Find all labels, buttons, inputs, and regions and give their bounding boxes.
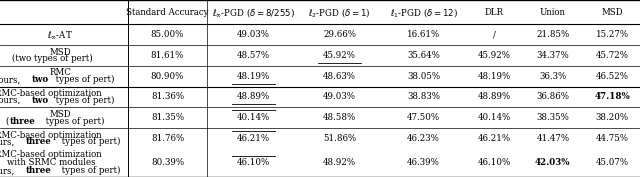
Text: 40.14%: 40.14%	[477, 113, 511, 122]
Text: 81.36%: 81.36%	[151, 92, 184, 101]
Text: 46.21%: 46.21%	[477, 134, 511, 143]
Text: (ours,: (ours,	[0, 137, 17, 146]
Text: 41.47%: 41.47%	[536, 134, 570, 143]
Text: with SRMC modules: with SRMC modules	[6, 158, 95, 167]
Text: MSD: MSD	[602, 8, 623, 17]
Text: 49.03%: 49.03%	[237, 30, 269, 39]
Text: two: two	[31, 75, 49, 84]
Text: 45.07%: 45.07%	[596, 158, 628, 167]
Text: (ours,: (ours,	[0, 96, 23, 105]
Text: RMC-based optimization: RMC-based optimization	[0, 131, 102, 140]
Text: 42.03%: 42.03%	[535, 158, 571, 167]
Text: three: three	[26, 166, 51, 175]
Text: two: two	[31, 96, 49, 105]
Text: types of pert): types of pert)	[59, 166, 120, 175]
Text: (two types of pert): (two types of pert)	[12, 54, 93, 63]
Text: types of pert): types of pert)	[53, 96, 115, 105]
Text: (ours,: (ours,	[0, 75, 23, 84]
Text: $\ell_1$-PGD ($\delta = 12$): $\ell_1$-PGD ($\delta = 12$)	[390, 6, 458, 19]
Text: MSD: MSD	[50, 110, 72, 119]
Text: 47.18%: 47.18%	[595, 92, 630, 101]
Text: Union: Union	[540, 8, 566, 17]
Text: 45.92%: 45.92%	[478, 51, 511, 60]
Text: 48.63%: 48.63%	[323, 72, 356, 81]
Text: 80.39%: 80.39%	[151, 158, 184, 167]
Text: $\ell_\infty$-AT: $\ell_\infty$-AT	[47, 29, 73, 41]
Text: types of pert): types of pert)	[59, 137, 120, 146]
Text: 47.50%: 47.50%	[407, 113, 440, 122]
Text: 40.14%: 40.14%	[237, 113, 270, 122]
Text: 16.61%: 16.61%	[407, 30, 440, 39]
Text: three: three	[10, 116, 35, 125]
Text: three: three	[26, 137, 51, 146]
Text: /: /	[493, 30, 496, 39]
Text: RMC-based optimization: RMC-based optimization	[0, 89, 102, 98]
Text: MSD: MSD	[50, 48, 72, 57]
Text: 48.89%: 48.89%	[237, 92, 270, 101]
Text: 48.58%: 48.58%	[323, 113, 356, 122]
Text: (: (	[5, 116, 9, 125]
Text: 46.10%: 46.10%	[477, 158, 511, 167]
Text: 35.64%: 35.64%	[407, 51, 440, 60]
Text: 46.23%: 46.23%	[407, 134, 440, 143]
Text: 36.3%: 36.3%	[540, 72, 566, 81]
Text: 48.92%: 48.92%	[323, 158, 356, 167]
Text: 38.05%: 38.05%	[407, 72, 440, 81]
Text: RMC: RMC	[50, 68, 72, 78]
Text: (ours,: (ours,	[0, 166, 17, 175]
Text: RMC-based optimization: RMC-based optimization	[0, 150, 102, 159]
Text: 34.37%: 34.37%	[536, 51, 569, 60]
Text: 38.35%: 38.35%	[536, 113, 570, 122]
Text: 36.86%: 36.86%	[536, 92, 570, 101]
Text: 46.52%: 46.52%	[596, 72, 628, 81]
Text: 85.00%: 85.00%	[151, 30, 184, 39]
Text: 44.75%: 44.75%	[596, 134, 628, 143]
Text: 48.19%: 48.19%	[237, 72, 270, 81]
Text: 45.72%: 45.72%	[596, 51, 628, 60]
Text: 46.39%: 46.39%	[407, 158, 440, 167]
Text: 38.20%: 38.20%	[596, 113, 628, 122]
Text: 49.03%: 49.03%	[323, 92, 356, 101]
Text: DLR: DLR	[484, 8, 504, 17]
Text: 48.89%: 48.89%	[477, 92, 511, 101]
Text: 29.66%: 29.66%	[323, 30, 356, 39]
Text: Standard Accuracy: Standard Accuracy	[126, 8, 209, 17]
Text: 81.61%: 81.61%	[151, 51, 184, 60]
Text: 81.76%: 81.76%	[151, 134, 184, 143]
Text: $\ell_2$-PGD ($\delta = 1$): $\ell_2$-PGD ($\delta = 1$)	[308, 6, 371, 19]
Text: 45.92%: 45.92%	[323, 51, 356, 60]
Text: 80.90%: 80.90%	[151, 72, 184, 81]
Text: types of pert): types of pert)	[43, 116, 104, 125]
Text: 48.57%: 48.57%	[237, 51, 269, 60]
Text: 81.35%: 81.35%	[151, 113, 184, 122]
Text: 15.27%: 15.27%	[596, 30, 628, 39]
Text: 51.86%: 51.86%	[323, 134, 356, 143]
Text: types of pert): types of pert)	[53, 75, 115, 84]
Text: 21.85%: 21.85%	[536, 30, 570, 39]
Text: 38.83%: 38.83%	[407, 92, 440, 101]
Text: $\ell_\infty$-PGD ($\delta = 8/255$): $\ell_\infty$-PGD ($\delta = 8/255$)	[212, 6, 294, 19]
Text: 46.10%: 46.10%	[237, 158, 270, 167]
Text: 48.19%: 48.19%	[477, 72, 511, 81]
Text: 46.21%: 46.21%	[237, 134, 269, 143]
